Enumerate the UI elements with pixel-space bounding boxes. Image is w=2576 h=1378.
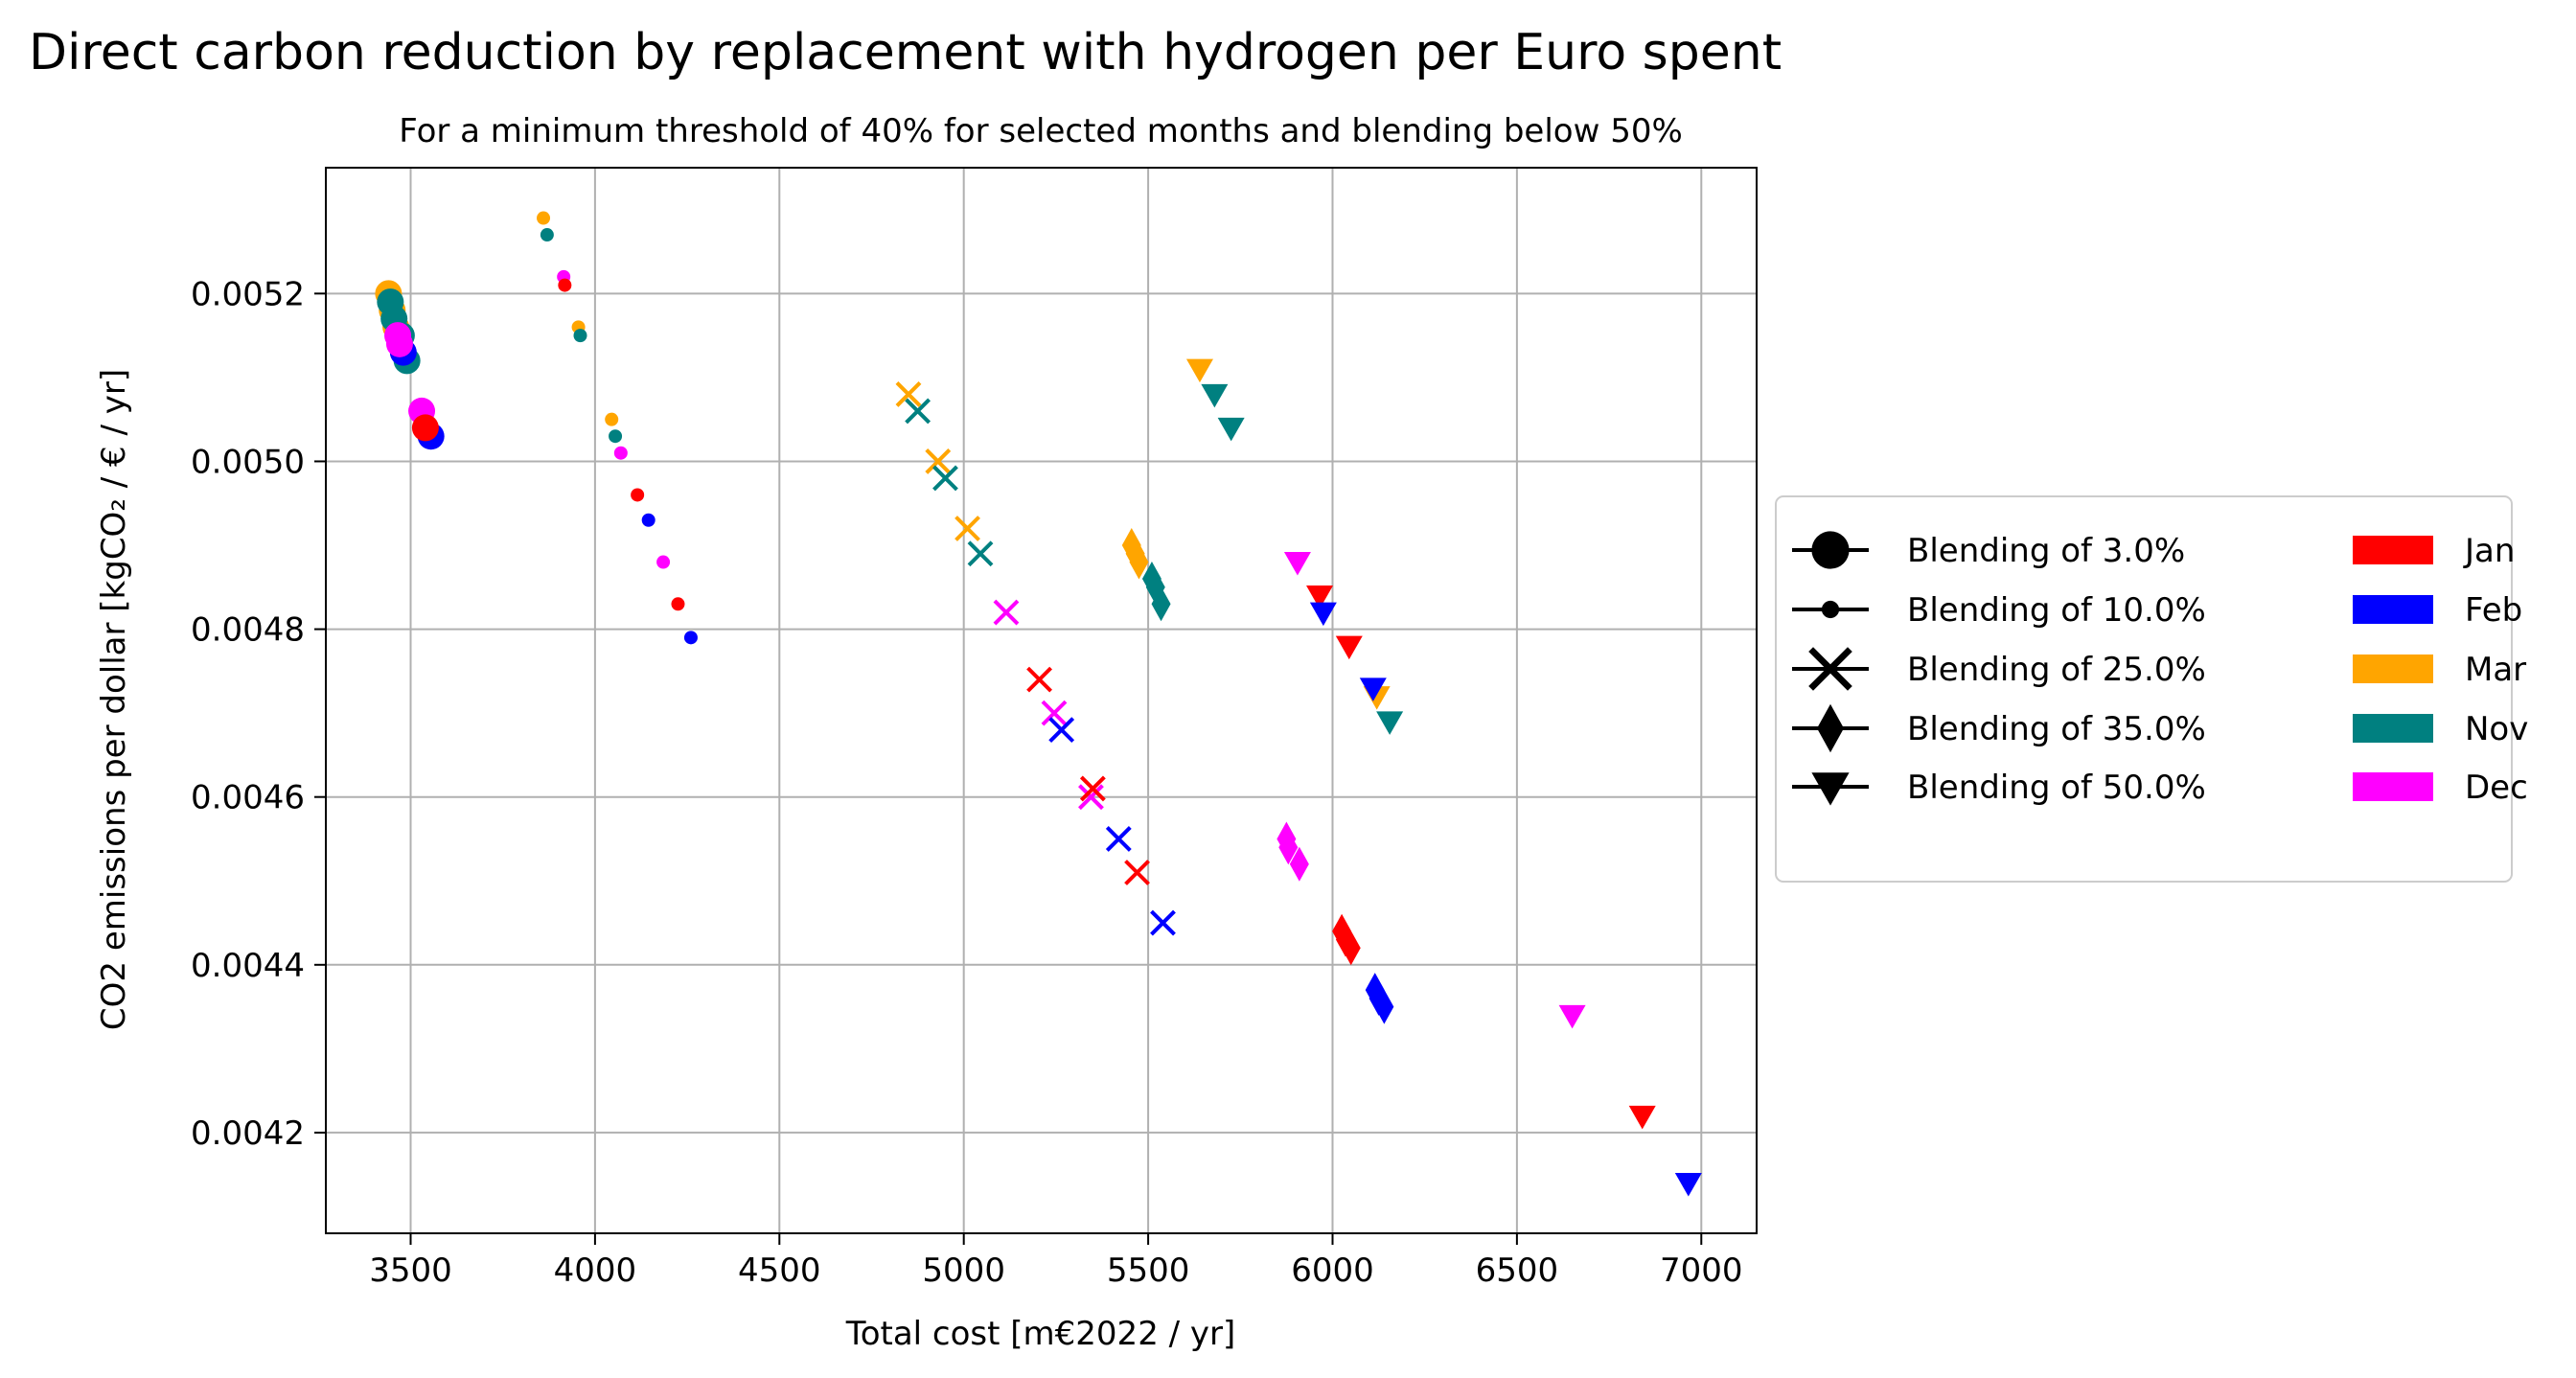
x-ticks: 3500 4000 4500 5000 5500 6000 6500 7000 (369, 1233, 1743, 1290)
y-tick-label: 0.0052 (191, 275, 305, 313)
data-point-circle-small (631, 488, 645, 502)
data-point-circle-small (613, 446, 628, 460)
data-point-triangle-down (1309, 602, 1337, 627)
data-point-triangle-down (1674, 1172, 1702, 1197)
legend-swatch-mar (2353, 655, 2433, 683)
legend-swatch-jan (2353, 536, 2433, 564)
data-point-x (1048, 717, 1075, 744)
data-point-triangle-down (1185, 358, 1213, 383)
data-point-x (1124, 860, 1150, 885)
data-point-triangle-down (1283, 552, 1311, 576)
legend-marker-circle-small (1821, 600, 1840, 619)
y-tick-label: 0.0042 (191, 1114, 305, 1153)
data-point-diamond (1374, 989, 1394, 1024)
x-tick-label: 4500 (738, 1252, 821, 1290)
data-point-x (905, 398, 932, 425)
legend-label: Jan (2463, 532, 2515, 570)
y-tick-label: 0.0044 (191, 947, 305, 985)
y-axis-label: CO2 emissions per dollar [kgCO₂ / € / yr… (95, 369, 133, 1030)
y-tick-label: 0.0050 (191, 443, 305, 481)
data-point-x (925, 448, 952, 474)
data-point-circle-small (537, 211, 551, 225)
data-point-triangle-down (1201, 383, 1229, 408)
data-point-triangle-down (1217, 417, 1245, 442)
data-point-triangle-down (1558, 1004, 1586, 1029)
legend-swatch-dec (2353, 772, 2433, 801)
grid (326, 168, 1757, 1233)
x-tick-label: 7000 (1660, 1252, 1743, 1290)
data-point-x (1041, 700, 1068, 726)
data-point-circle-small (641, 513, 656, 527)
data-point-x (932, 465, 958, 492)
legend-label: Blending of 35.0% (1907, 710, 2206, 748)
data-point-x (1078, 784, 1104, 811)
legend-marker-x (1808, 647, 1852, 691)
data-point-x (895, 380, 922, 407)
data-point-diamond (1289, 846, 1309, 882)
data-point-diamond (1341, 930, 1361, 966)
data-point-x (1079, 775, 1106, 802)
data-point-x (1150, 909, 1176, 936)
x-tick-label: 5000 (922, 1252, 1005, 1290)
legend-label: Blending of 50.0% (1907, 769, 2206, 807)
plot-frame (325, 167, 1758, 1234)
data-point-circle-small (671, 597, 685, 611)
data-point-triangle-down (1335, 635, 1363, 660)
y-tick-label: 0.0048 (191, 611, 305, 650)
x-tick-label: 6000 (1291, 1252, 1374, 1290)
data-point-triangle-down (1628, 1105, 1656, 1130)
data-point-x (954, 516, 980, 541)
legend-marker-circle-large (1811, 531, 1850, 569)
data-point-x (967, 540, 994, 567)
legend-marker-triangle-down (1811, 772, 1850, 806)
legend-label: Blending of 10.0% (1907, 591, 2206, 630)
data-point-circle-small (609, 429, 623, 444)
data-point-circle-large (411, 414, 439, 442)
data-point-diamond (1129, 544, 1149, 580)
legend-swatch-nov (2353, 714, 2433, 743)
legend: Blending of 3.0% Blending of 10.0% Blendin… (1775, 495, 2528, 883)
legend-label: Blending of 25.0% (1907, 651, 2206, 689)
data-point-x (993, 599, 1020, 626)
data-point-triangle-down (1376, 711, 1404, 735)
y-ticks: 0.0042 0.0044 0.0046 0.0048 0.0050 0.0052 (191, 275, 326, 1153)
legend-label: Blending of 3.0% (1907, 532, 2185, 570)
data-point-triangle-down (1359, 678, 1387, 701)
x-tick-label: 6500 (1476, 1252, 1559, 1290)
data-point-circle-large (385, 330, 413, 357)
data-point-circle-small (683, 631, 698, 645)
x-axis-label: Total cost [m€2022 / yr] (845, 1315, 1236, 1353)
y-tick-label: 0.0046 (191, 779, 305, 817)
data-point-diamond (1151, 586, 1171, 622)
data-point-diamond (1278, 830, 1299, 865)
x-tick-label: 3500 (369, 1252, 452, 1290)
legend-label: Dec (2465, 769, 2528, 807)
data-point-circle-small (540, 228, 554, 242)
legend-label: Mar (2465, 651, 2526, 689)
legend-frame (1775, 495, 2513, 883)
chart-title: Direct carbon reduction by replacement w… (29, 24, 1782, 81)
x-tick-label: 5500 (1107, 1252, 1190, 1290)
legend-marker-diamond (1817, 703, 1844, 753)
x-tick-label: 4000 (554, 1252, 637, 1290)
chart-subtitle: For a minimum threshold of 40% for selec… (399, 112, 1683, 150)
data-point-x (1105, 826, 1132, 852)
data-point-circle-small (656, 555, 671, 569)
legend-label: Nov (2465, 710, 2528, 748)
data-point-x (1026, 666, 1052, 693)
data-point-circle-small (605, 412, 619, 426)
legend-swatch-feb (2353, 595, 2433, 624)
data-point-circle-small (558, 278, 572, 292)
legend-label: Feb (2465, 591, 2522, 630)
data-points (375, 211, 1702, 1197)
data-point-triangle-down (1306, 586, 1334, 609)
data-point-circle-small (573, 329, 587, 343)
